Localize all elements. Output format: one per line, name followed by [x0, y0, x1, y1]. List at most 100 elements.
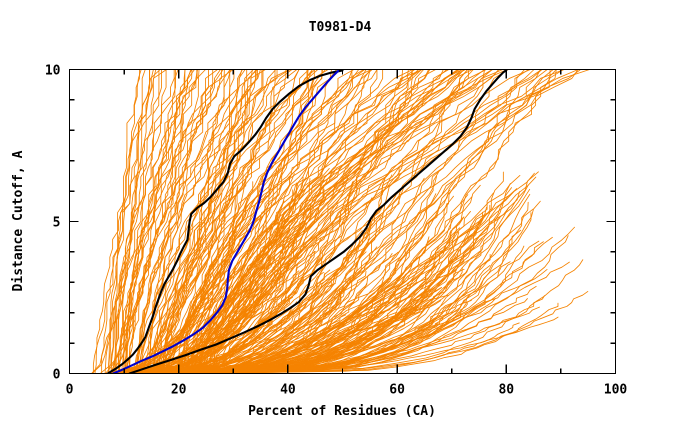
ensemble-curve [122, 69, 222, 373]
ensemble-curve [184, 69, 444, 373]
ensemble-curve [212, 322, 520, 373]
ensemble-curve [218, 69, 554, 373]
x-tick-label-0: 0 [66, 383, 74, 398]
ensemble-curve [200, 176, 537, 373]
ensemble-curve [128, 69, 261, 373]
ensemble-curve [201, 298, 528, 373]
ensemble-curve [211, 245, 525, 373]
ensemble-curve [180, 219, 483, 373]
ensemble-curve [115, 69, 162, 373]
ensemble-curve [119, 181, 299, 373]
ensemble-curve [106, 177, 247, 373]
ensemble-curve [184, 69, 448, 373]
ensemble-curve [145, 237, 322, 373]
ensemble-curve [170, 175, 438, 373]
ensemble-curve [124, 69, 206, 373]
ensemble-curve [122, 173, 295, 373]
y-tick-label-5: 5 [53, 216, 61, 231]
series-highlight-black-right [128, 69, 508, 373]
ensemble-curve [92, 69, 150, 373]
axis-ticks [68, 68, 617, 375]
ensemble-curve [196, 253, 491, 373]
ensemble-curve [162, 69, 316, 373]
x-tick-label-80: 80 [498, 383, 514, 398]
ensemble-curve [179, 69, 424, 373]
ensemble-curve [145, 214, 381, 373]
x-tick-label-100: 100 [604, 383, 628, 398]
ensemble-curve [124, 69, 214, 373]
ensemble-curve [112, 69, 175, 373]
ensemble-curve [178, 268, 465, 373]
ensemble-curve [108, 69, 140, 373]
ensemble-curve [218, 193, 531, 373]
ensemble-curve [156, 69, 319, 373]
highlight-curves [106, 69, 508, 373]
ensemble-curve [117, 69, 186, 373]
ensemble-curve [210, 226, 575, 373]
y-tick-label-0: 0 [53, 368, 61, 383]
ensemble-curve [148, 69, 259, 373]
ensemble-curve [177, 69, 353, 373]
ensemble-curve [129, 240, 284, 373]
ensemble-curve [114, 69, 179, 373]
ensemble-curve [140, 69, 276, 373]
ensemble-curve [214, 302, 559, 373]
ensemble-curve [156, 69, 300, 373]
ensemble-curve [197, 206, 510, 373]
axis-tick-labels: 0 20 40 60 80 100 0 5 10 [45, 64, 628, 398]
ensemble-curve [215, 291, 589, 373]
ensemble-curve [165, 69, 365, 373]
ensemble-curve [192, 69, 460, 373]
ensemble-curve [192, 69, 508, 373]
ensemble-curve [127, 69, 200, 373]
ensemble-curve [138, 176, 304, 373]
ensemble-curve [158, 69, 329, 373]
ensemble-curve [182, 69, 459, 373]
ensemble-curve [154, 280, 391, 373]
ensemble-curve [137, 197, 373, 373]
ensemble-curve [198, 69, 465, 373]
ensemble-curve [174, 189, 451, 373]
series-highlight-black-left [106, 69, 344, 373]
ensemble-curve [196, 69, 485, 373]
ensemble-curve [157, 69, 313, 373]
ensemble-curve [190, 184, 481, 373]
ensemble-curve [144, 69, 310, 373]
ensemble-curve [110, 69, 193, 373]
ensemble-curve [211, 269, 548, 373]
x-axis-label: Percent of Residues (CA) [248, 404, 436, 419]
ensemble-curve [221, 316, 559, 373]
x-tick-label-20: 20 [171, 383, 187, 398]
ensemble-curve [185, 233, 488, 373]
ensemble-curve [211, 188, 531, 373]
ensemble-curve [209, 295, 545, 373]
ensemble-curve [128, 182, 298, 373]
ensemble-curve [204, 69, 548, 373]
ensemble-curve [208, 69, 541, 373]
ensemble-curve [148, 178, 349, 373]
ensemble-curve [212, 235, 569, 373]
ensemble-curve [214, 236, 553, 373]
ensemble-curve [210, 259, 584, 373]
ensemble-curve [178, 179, 456, 373]
ensemble-curve [141, 178, 311, 373]
series-highlight-blue [112, 69, 340, 373]
ensemble-curve [209, 208, 534, 373]
ensemble-curve [203, 175, 521, 373]
ensemble-curve [113, 69, 224, 373]
ensemble-curve [166, 216, 438, 373]
ensemble-curve [118, 295, 223, 373]
ensemble-curve [217, 171, 539, 373]
ensemble-curve [147, 69, 278, 373]
ensemble-curve [134, 255, 324, 373]
ensemble-curve [120, 214, 262, 373]
x-tick-label-40: 40 [280, 383, 296, 398]
y-tick-label-10: 10 [45, 64, 61, 79]
chart-title: T0981-D4 [309, 20, 372, 35]
ensemble-curve [117, 69, 192, 373]
ensemble-curve [204, 200, 541, 373]
ensemble-curve [113, 264, 265, 373]
ensemble-curve [143, 171, 332, 373]
ensemble-curve [153, 69, 298, 373]
